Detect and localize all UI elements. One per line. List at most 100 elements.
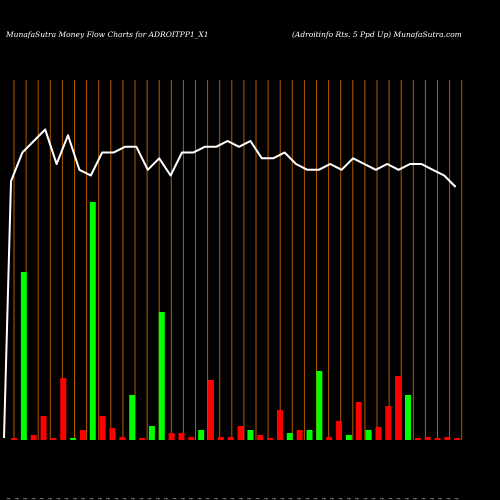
volume-bar (306, 430, 313, 440)
x-tick-label: 0.69 (1.51%) (321, 498, 326, 500)
x-tick-label: 0.69 (1.51%) (214, 498, 219, 500)
x-tick-label: 0.68 (1.51%) (288, 498, 293, 500)
volume-bar (158, 312, 165, 440)
x-tick-label: 0.68 (1.51%) (114, 498, 119, 500)
volume-bar (336, 421, 343, 440)
x-tick-label: 0.69 (1.51%) (371, 498, 376, 500)
x-tick-label: 0.69 (1.51%) (438, 498, 443, 500)
x-tick-label: 0.71 (2.51%) (56, 498, 61, 500)
x-tick-label: 0.68 (1.51%) (330, 498, 335, 500)
x-tick-label: 0.70 (2.51%) (255, 498, 260, 500)
volume-bar (375, 427, 382, 440)
x-tick-label: 0.68 (1.51%) (23, 498, 28, 500)
x-tick-label: 0.69 (1.51%) (180, 498, 185, 500)
volume-bar (267, 438, 274, 440)
volume-bar (139, 438, 146, 440)
volume-bars (11, 202, 461, 440)
volume-bar (414, 438, 421, 440)
x-tick-label: 0.70 (2.51%) (139, 498, 144, 500)
volume-bar (70, 438, 77, 440)
volume-bar (395, 376, 402, 440)
x-tick-label: 0.69 (1.51%) (388, 498, 393, 500)
x-tick-label: 0.69 (1.51%) (380, 498, 385, 500)
x-tick-label: 0.69 (1.51%) (172, 498, 177, 500)
volume-bar (316, 371, 323, 440)
volume-bar (148, 426, 155, 440)
x-tick-label: 0.70 (2.42%) (81, 498, 86, 500)
volume-bar (178, 433, 185, 440)
x-tick-label: 0.70 (2.42%) (346, 498, 351, 500)
grid-lines (13, 80, 463, 440)
volume-bar (40, 416, 47, 440)
x-tick-label: 0.68 (1.51%) (429, 498, 434, 500)
price-line (3, 128, 457, 439)
volume-bar (89, 202, 96, 440)
x-tick-label: 0.69 (1.51%) (413, 498, 418, 500)
x-tick-label: 0.68 (1.51%) (297, 498, 302, 500)
volume-bar (247, 430, 254, 440)
volume-bar (227, 437, 234, 440)
volume-bar (257, 435, 264, 440)
volume-bar (79, 430, 86, 440)
x-tick-label: 0.69 (1.51%) (280, 498, 285, 500)
x-tick-label: 0.68 (1.51%) (263, 498, 268, 500)
x-tick-label: 0.69 (1.51%) (97, 498, 102, 500)
volume-bar (454, 438, 461, 440)
x-tick-label: 0.71 (2.51%) (147, 498, 152, 500)
volume-bar (99, 416, 106, 440)
x-tick-label: 0.67 (0.56%) (305, 498, 310, 500)
x-tick-label: 0.69 (1.51%) (106, 498, 111, 500)
volume-bar (286, 433, 293, 440)
volume-bar (60, 378, 67, 440)
volume-bar (365, 430, 372, 440)
volume-bar (434, 438, 441, 440)
x-tick-label: 0.70 (1.51%) (6, 498, 11, 500)
volume-bar (50, 438, 57, 440)
volume-bar (208, 380, 214, 440)
volume-bar (30, 435, 37, 440)
volume-bar (405, 395, 411, 440)
x-tick-label: 0.70 (2.42%) (197, 498, 202, 500)
chart-title-left: MunafaSutra Money Flow Charts for ADROIT… (6, 30, 209, 39)
x-tick-label: 0.70 (2.51%) (396, 498, 401, 500)
x-tick-label: 0.68 (1.51%) (313, 498, 318, 500)
volume-bar (109, 428, 116, 440)
x-tick-label: 0.69 (1.51%) (247, 498, 252, 500)
x-tick-label: 0.71 (2.51%) (189, 498, 194, 500)
x-tick-label: 0.68 (1.51%) (272, 498, 277, 500)
x-tick-label: 0.69 (1.51%) (454, 498, 459, 500)
x-tick-label: 0.70 (2.42%) (131, 498, 136, 500)
chart-title-right: (Adroitinfo Rts. 5 Ppd Up) MunafaSutra.c… (292, 30, 462, 39)
x-tick-label: 0.69 (1.51%) (222, 498, 227, 500)
volume-bar (345, 435, 352, 440)
x-tick-label: 0.70 (2.42%) (230, 498, 235, 500)
x-tick-label: 0.68 (1.51%) (64, 498, 69, 500)
x-tick-label: 0.69 (1.51%) (164, 498, 169, 500)
volume-bar (20, 272, 27, 440)
volume-bar (385, 406, 392, 440)
x-tick-label: 0.69 (1.51%) (355, 498, 360, 500)
x-tick-label: 0.68 (1.51%) (39, 498, 44, 500)
volume-bar (129, 395, 136, 440)
x-tick-label: 0.67 (0.56%) (89, 498, 94, 500)
x-tick-label: 0.68 (1.51%) (155, 498, 160, 500)
volume-bar (237, 426, 244, 440)
x-tick-label: 0.69 (1.51%) (404, 498, 409, 500)
volume-bar (424, 437, 431, 440)
volume-bar (119, 437, 126, 440)
x-tick-label: 0.68 (1.51%) (48, 498, 53, 500)
x-tick-label: 0.67 (0.56%) (446, 498, 451, 500)
x-tick-label: 0.69 (1.31%) (14, 498, 19, 500)
x-tick-label: 0.68 (1.51%) (363, 498, 368, 500)
volume-bar (188, 437, 195, 440)
x-tick-label: 0.68 (1.51%) (421, 498, 426, 500)
volume-bar (168, 433, 175, 440)
volume-bar (444, 437, 451, 440)
x-tick-labels: 0.70 (1.51%)0.69 (1.31%)0.68 (1.51%)0.68… (6, 498, 459, 500)
x-tick-label: 0.68 (1.51%) (122, 498, 127, 500)
volume-bar (296, 430, 303, 440)
x-tick-label: 0.68 (1.51%) (31, 498, 36, 500)
x-tick-label: 0.68 (1.51%) (338, 498, 343, 500)
x-tick-label: 0.68 (1.51%) (205, 498, 210, 500)
